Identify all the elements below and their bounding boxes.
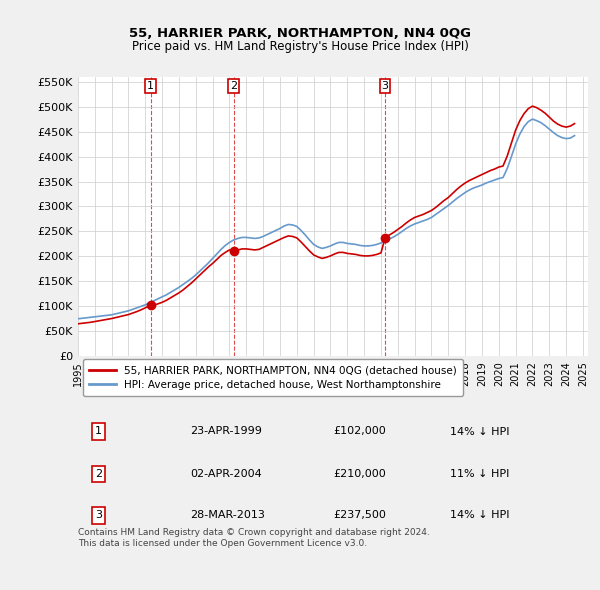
Text: £102,000: £102,000 — [333, 427, 386, 437]
Text: 23-APR-1999: 23-APR-1999 — [190, 427, 262, 437]
Text: 55, HARRIER PARK, NORTHAMPTON, NN4 0QG: 55, HARRIER PARK, NORTHAMPTON, NN4 0QG — [129, 27, 471, 40]
Text: Price paid vs. HM Land Registry's House Price Index (HPI): Price paid vs. HM Land Registry's House … — [131, 40, 469, 53]
Text: 2: 2 — [230, 81, 237, 91]
Text: 02-APR-2004: 02-APR-2004 — [190, 469, 262, 479]
Text: 28-MAR-2013: 28-MAR-2013 — [190, 510, 265, 520]
Text: 2: 2 — [95, 469, 102, 479]
Text: 14% ↓ HPI: 14% ↓ HPI — [450, 510, 510, 520]
Text: 1: 1 — [95, 427, 102, 437]
Text: 14% ↓ HPI: 14% ↓ HPI — [450, 427, 510, 437]
Text: 3: 3 — [95, 510, 102, 520]
Legend: 55, HARRIER PARK, NORTHAMPTON, NN4 0QG (detached house), HPI: Average price, det: 55, HARRIER PARK, NORTHAMPTON, NN4 0QG (… — [83, 359, 463, 396]
Text: 1: 1 — [147, 81, 154, 91]
Text: £237,500: £237,500 — [333, 510, 386, 520]
Text: 11% ↓ HPI: 11% ↓ HPI — [450, 469, 509, 479]
Text: 3: 3 — [382, 81, 389, 91]
Text: Contains HM Land Registry data © Crown copyright and database right 2024.
This d: Contains HM Land Registry data © Crown c… — [78, 528, 430, 548]
Text: £210,000: £210,000 — [333, 469, 386, 479]
